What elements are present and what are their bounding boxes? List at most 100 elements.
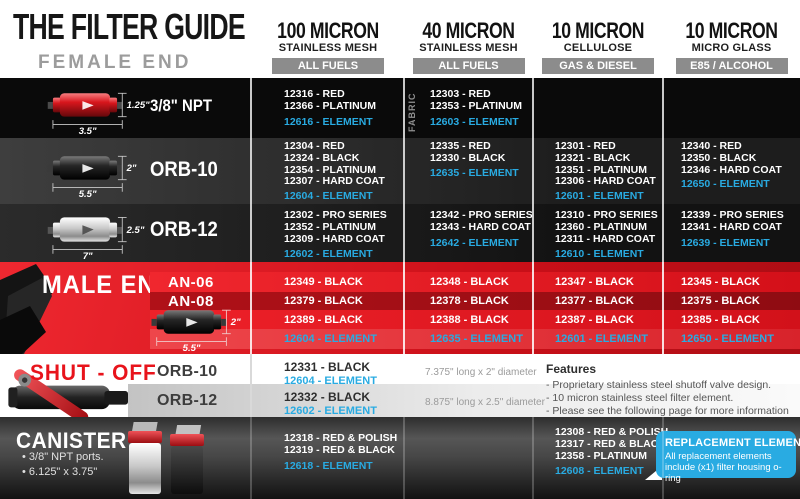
features-block: Features - Proprietary stainless steel s… xyxy=(546,362,796,418)
brand-arrow-logo xyxy=(82,101,94,110)
part-number: 12342 - PRO SERIES xyxy=(430,209,533,221)
media-label: CELLULOSE xyxy=(563,42,633,54)
element-number: 12635 - ELEMENT xyxy=(430,333,523,345)
element-number: 12604 - ELEMENT xyxy=(284,375,377,387)
part-list: 12303 - RED 12353 - PLATINUM xyxy=(430,88,533,113)
media-label: STAINLESS MESH xyxy=(278,42,378,54)
part-number: 12346 - HARD COAT xyxy=(681,163,782,176)
replacement-elements-callout: REPLACEMENT ELEMENTS All replacement ele… xyxy=(656,431,800,484)
column-divider xyxy=(403,417,405,499)
part-number: 12301 - RED xyxy=(555,140,616,152)
element-list: 12635 - ELEMENT xyxy=(430,167,533,180)
column-divider xyxy=(403,78,405,262)
element-number: 12602 - ELEMENT xyxy=(284,405,377,417)
part-number: 12307 - HARD COAT xyxy=(284,175,385,188)
brand-arrow-logo xyxy=(82,225,94,235)
part-list: 12342 - PRO SERIES 12343 - HARD COAT xyxy=(430,209,533,234)
product-photo-shutoff-valve xyxy=(8,369,128,420)
female-end-table: 1.25" 3.5" 3/8" NPT FABRIC 12316 - RED 12… xyxy=(0,78,800,262)
part-number: 12324 - BLACK xyxy=(284,151,360,164)
element-number: 12608 - ELEMENT xyxy=(555,465,644,478)
part-number: 12352 - PLATINUM xyxy=(284,220,376,233)
brand-arrow-logo xyxy=(186,318,198,327)
column-divider xyxy=(250,417,252,499)
column-divider xyxy=(532,417,534,499)
row-stripe-orb12 xyxy=(128,384,800,417)
feature-item: - Proprietary stainless steel shutoff va… xyxy=(546,379,772,391)
table-cell: 12310 - PRO SERIES 12360 - PLATINUM 12311 … xyxy=(533,209,663,261)
micron-label: 10 MICRON xyxy=(551,18,645,43)
fuel-badge: E85 / ALCOHOL xyxy=(675,58,788,75)
product-photo-canisters xyxy=(128,422,204,494)
replacement-body: All replacement elements include (x1) fi… xyxy=(665,451,782,484)
table-cell: 12303 - RED 12353 - PLATINUM 12603 - ELEM… xyxy=(404,88,533,128)
element-number: 12650 - ELEMENT xyxy=(681,178,770,191)
canister-bullets: • 3/8" NPT ports. • 6.125" x 3.75" xyxy=(22,450,104,480)
row-label-orb10: ORB-10 xyxy=(157,363,218,380)
element-number: 12650 - ELEMENT xyxy=(681,333,774,345)
part-number: 12347 - BLACK xyxy=(555,276,634,288)
part-number: 12316 - RED xyxy=(284,88,345,100)
part-number: 12343 - HARD COAT xyxy=(430,220,531,233)
element-number: 12603 - ELEMENT xyxy=(430,115,519,128)
part-number: 12349 - BLACK xyxy=(284,276,363,288)
filter-image-red: 1.25" 3.5" xyxy=(47,92,150,136)
column-divider xyxy=(662,78,664,262)
filter-image-male-black: 2" 5.5" xyxy=(151,309,241,352)
micron-label: 40 MICRON xyxy=(422,18,515,43)
row-label-orb12: ORB-12 xyxy=(150,218,218,241)
table-cell: 12318 - RED & POLISH 12319 - RED & BLACK … xyxy=(252,432,404,473)
part-number: 12310 - PRO SERIES xyxy=(555,209,658,221)
dim-width-label: 7" xyxy=(83,251,93,261)
element-number: 12601 - ELEMENT xyxy=(555,190,644,203)
element-list: 12618 - ELEMENT xyxy=(284,459,404,473)
column-header-10-micron-microglass: 10 MICRON MICRO GLASS E85 / ALCOHOL xyxy=(663,0,800,78)
element-number: 12602 - ELEMENT xyxy=(284,248,373,261)
table-cell: 12340 - RED 12350 - BLACK 12346 - HARD COA… xyxy=(663,140,800,191)
part-number: 12387 - BLACK xyxy=(555,313,634,326)
part-number: 12354 - PLATINUM xyxy=(284,163,376,176)
part-number: 12358 - PLATINUM xyxy=(555,449,647,462)
column-divider xyxy=(250,354,252,417)
product-photo-male-fitting xyxy=(0,264,54,354)
part-number: 12335 - RED xyxy=(430,140,491,152)
part-number: 12317 - RED & BLACK xyxy=(555,437,666,450)
part-number: 12345 - BLACK xyxy=(681,276,760,288)
element-list: 12616 - ELEMENT xyxy=(284,116,404,129)
features-list: - Proprietary stainless steel shutoff va… xyxy=(546,379,796,418)
part-list: 12302 - PRO SERIES 12352 - PLATINUM 12309 … xyxy=(284,209,404,245)
part-number: 12388 - BLACK xyxy=(430,313,509,326)
column-divider xyxy=(403,262,405,354)
dim-width-label: 3.5" xyxy=(79,126,97,136)
size-note: 8.875" long x 2.5" diameter xyxy=(425,397,545,408)
shut-off-heading: SHUT - OFF xyxy=(30,360,157,385)
part-number: 12340 - RED xyxy=(681,140,742,152)
part-number: 12331 - BLACK xyxy=(284,360,371,374)
part-number: 12353 - PLATINUM xyxy=(430,99,522,112)
element-list: 12642 - ELEMENT xyxy=(430,237,533,250)
element-number: 12618 - ELEMENT xyxy=(284,459,373,472)
part-number: 12366 - PLATINUM xyxy=(284,99,376,112)
brand-arrow-logo xyxy=(82,164,94,173)
media-label: STAINLESS MESH xyxy=(419,42,518,54)
part-number: 12321 - BLACK xyxy=(555,151,631,164)
part-number: 12348 - BLACK xyxy=(430,276,509,288)
media-label: MICRO GLASS xyxy=(691,42,772,54)
part-list: 12304 - RED 12324 - BLACK 12354 - PLATINUM… xyxy=(284,140,404,188)
part-number: 12378 - BLACK xyxy=(430,295,509,307)
feature-item: - Please see the following page for more… xyxy=(546,405,789,417)
row-label-an08: AN-08 xyxy=(168,292,214,310)
part-list: 12316 - RED 12366 - PLATINUM xyxy=(284,88,404,113)
dim-width-label: 5.5" xyxy=(79,189,97,199)
element-number: 12604 - ELEMENT xyxy=(284,190,373,203)
fuel-badge: ALL FUELS xyxy=(412,58,525,75)
table-cell: 12302 - PRO SERIES 12352 - PLATINUM 12309 … xyxy=(252,209,404,261)
micron-label: 10 MICRON xyxy=(685,18,778,43)
part-number: 12375 - BLACK xyxy=(681,295,760,307)
part-number: 12341 - HARD COAT xyxy=(681,220,782,233)
page-title: THE FILTER GUIDE xyxy=(13,6,246,47)
part-number: 12302 - PRO SERIES xyxy=(284,209,387,221)
table-row-an08: AN-08 12379 - BLACK 12378 - BLACK 12377 … xyxy=(150,292,800,310)
fuel-badge: ALL FUELS xyxy=(272,58,384,75)
